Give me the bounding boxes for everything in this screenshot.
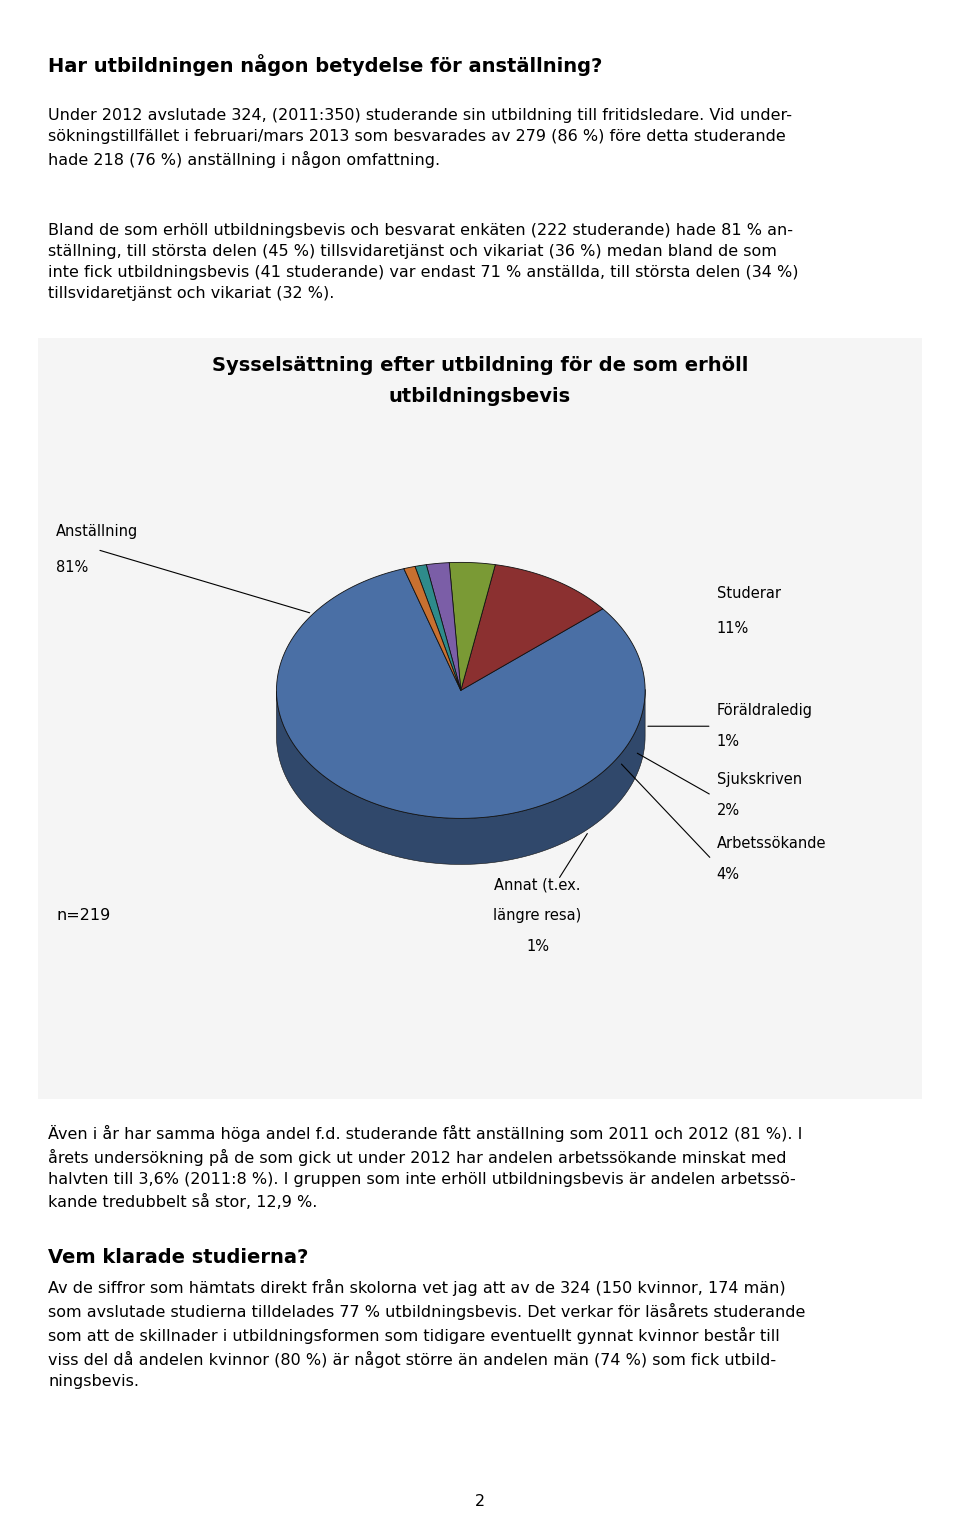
Polygon shape: [404, 567, 461, 690]
Text: Bland de som erhöll utbildningsbevis och besvarat enkäten (222 studerande) hade : Bland de som erhöll utbildningsbevis och…: [48, 223, 799, 301]
Text: 4%: 4%: [717, 867, 740, 882]
Text: längre resa): längre resa): [493, 908, 582, 924]
Polygon shape: [461, 564, 603, 690]
Text: Annat (t.ex.: Annat (t.ex.: [494, 878, 581, 893]
Polygon shape: [426, 563, 461, 690]
Polygon shape: [276, 569, 645, 818]
Text: Arbetssökande: Arbetssökande: [717, 836, 827, 851]
Polygon shape: [276, 690, 645, 864]
Text: 2%: 2%: [717, 804, 740, 818]
Text: Anställning: Anställning: [57, 524, 138, 539]
Text: Vem klarade studierna?: Vem klarade studierna?: [48, 1248, 308, 1266]
Text: Under 2012 avslutade 324, (2011:350) studerande sin utbildning till fritidsledar: Under 2012 avslutade 324, (2011:350) stu…: [48, 108, 792, 168]
Text: Föräldraledig: Föräldraledig: [717, 704, 813, 718]
Polygon shape: [415, 564, 461, 690]
Text: Även i år har samma höga andel f.d. studerande fått anställning som 2011 och 201: Även i år har samma höga andel f.d. stud…: [48, 1125, 803, 1210]
Text: n=219: n=219: [57, 908, 110, 924]
Text: 81%: 81%: [57, 559, 88, 575]
Text: 2: 2: [475, 1494, 485, 1509]
Text: Sjukskriven: Sjukskriven: [717, 773, 802, 787]
Polygon shape: [449, 563, 495, 690]
Text: Har utbildningen någon betydelse för anställning?: Har utbildningen någon betydelse för ans…: [48, 54, 602, 75]
Text: Sysselsättning efter utbildning för de som erhöll: Sysselsättning efter utbildning för de s…: [212, 357, 748, 375]
Text: utbildningsbevis: utbildningsbevis: [389, 387, 571, 406]
Text: 11%: 11%: [717, 621, 749, 636]
FancyBboxPatch shape: [34, 335, 926, 1102]
Text: 1%: 1%: [717, 735, 740, 749]
Text: Av de siffror som hämtats direkt från skolorna vet jag att av de 324 (150 kvinno: Av de siffror som hämtats direkt från sk…: [48, 1279, 805, 1389]
Text: Studerar: Studerar: [717, 586, 780, 601]
Text: 1%: 1%: [526, 939, 549, 954]
